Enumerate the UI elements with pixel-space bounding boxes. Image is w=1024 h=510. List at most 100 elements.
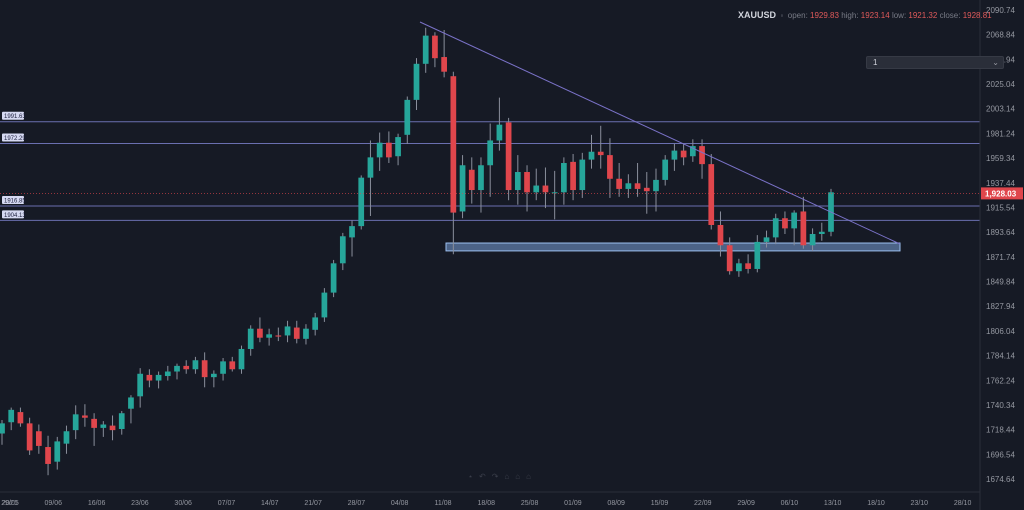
candle-body — [717, 224, 724, 246]
y-tick-label: 2025.04 — [986, 80, 1015, 89]
candle-body — [662, 159, 669, 180]
candle-body — [8, 409, 15, 423]
chevron-down-icon[interactable]: ⌄ — [992, 58, 999, 67]
close-value: 1928.81 — [962, 11, 992, 20]
candle-body — [450, 76, 457, 213]
x-tick-label: 08/09 — [607, 500, 625, 507]
candle-body — [63, 431, 70, 444]
x-tick-label: 04/08 — [391, 500, 409, 507]
level-label-box — [2, 195, 24, 204]
candle-body — [118, 413, 125, 430]
candle-body — [192, 360, 199, 370]
candle-body — [791, 212, 798, 229]
trendline-layer — [0, 21, 980, 245]
candle-body — [607, 155, 613, 179]
candle-body — [459, 165, 466, 212]
symbol-header: XAUUSD ◦ open: 1929.83 high: 1923.14 low… — [738, 10, 992, 20]
trendline — [419, 21, 901, 245]
candle-body — [616, 178, 622, 189]
candle-body — [146, 374, 153, 381]
x-tick-label: 30/06 — [174, 500, 192, 507]
candle-body — [809, 234, 816, 246]
x-tick-label: 15/09 — [651, 500, 669, 507]
high-label: high: — [841, 11, 859, 20]
candle-body — [0, 423, 5, 434]
open-value: 1929.83 — [810, 11, 839, 20]
candle-body — [229, 361, 236, 370]
candle-body — [211, 373, 217, 378]
candle-body — [183, 365, 190, 370]
candle-body — [487, 140, 494, 166]
y-tick-label: 1915.54 — [986, 203, 1015, 212]
candle-body — [109, 425, 116, 431]
y-tick-label: 2003.14 — [986, 105, 1015, 114]
x-tick-label: 07/07 — [218, 500, 236, 507]
candle-body — [220, 361, 226, 374]
candle-body — [339, 236, 346, 264]
x-tick-label: 16/06 — [88, 500, 106, 507]
candle-body — [284, 326, 291, 336]
x-tick-label: 29/05 — [1, 500, 19, 507]
candle-body — [91, 418, 97, 428]
drawing-toolbar-icons[interactable]: ⋆↶↷⌂⌂⌂ — [468, 472, 537, 481]
close-label: close: — [939, 11, 961, 20]
candle-body — [699, 146, 705, 165]
interval-value: 1 — [873, 58, 878, 67]
support-zone-layer — [445, 242, 901, 252]
candle-body — [257, 328, 263, 338]
y-tick-label: 1981.24 — [986, 129, 1015, 138]
candle-body — [505, 122, 512, 191]
candle-body — [82, 415, 88, 418]
y-tick-label: 1937.44 — [986, 179, 1015, 188]
candle-body — [201, 360, 208, 378]
candle-body — [422, 35, 429, 64]
candle-body — [17, 412, 24, 424]
candle-body — [266, 334, 272, 338]
candle-body — [588, 151, 595, 160]
x-tick-label: 09/06 — [45, 500, 63, 507]
y-tick-label: 1806.04 — [986, 327, 1015, 336]
candle-body — [155, 374, 162, 381]
x-tick-label: 06/10 — [781, 500, 799, 507]
candle-body — [312, 317, 319, 330]
x-tick-label: 25/08 — [521, 500, 539, 507]
y-tick-label: 1849.84 — [986, 278, 1015, 287]
x-tick-label: 01/09 — [564, 500, 582, 507]
candle-body — [478, 165, 484, 191]
candle-body — [551, 192, 558, 194]
candle-body — [542, 185, 549, 193]
candle-body — [367, 157, 374, 178]
candle-body — [358, 177, 365, 227]
interval-select[interactable]: 1 ⌄ — [866, 56, 1004, 69]
y-tick-label: 1827.94 — [986, 302, 1015, 311]
candle-body — [634, 183, 641, 189]
y-tick-label: 1718.44 — [986, 426, 1015, 435]
x-tick-label: 21/07 — [304, 500, 322, 507]
candle-body — [763, 237, 770, 242]
candle-body — [496, 124, 503, 141]
candle-body — [736, 263, 742, 272]
candle-body — [275, 335, 282, 337]
low-value: 1921.32 — [908, 11, 938, 20]
x-tick-label: 13/10 — [824, 500, 842, 507]
x-tick-label: 28/07 — [348, 500, 366, 507]
x-tick-label: 11/08 — [435, 500, 452, 507]
level-label: 1916.85 — [4, 198, 26, 204]
y-tick-label: 1740.34 — [986, 401, 1015, 410]
high-value: 1923.14 — [860, 11, 890, 20]
y-tick-label: 1871.74 — [986, 253, 1015, 262]
candle-body — [164, 371, 171, 377]
candle-body — [468, 169, 475, 191]
level-label-box — [2, 210, 24, 219]
candle-body — [597, 151, 604, 156]
candle-body — [745, 263, 751, 269]
candle-body — [782, 218, 788, 229]
y-tick-label: 1674.64 — [986, 475, 1015, 484]
candle-body — [671, 150, 678, 160]
candle-body — [533, 185, 540, 193]
candle-body — [386, 142, 392, 158]
y-tick-label: 1959.34 — [986, 154, 1015, 163]
